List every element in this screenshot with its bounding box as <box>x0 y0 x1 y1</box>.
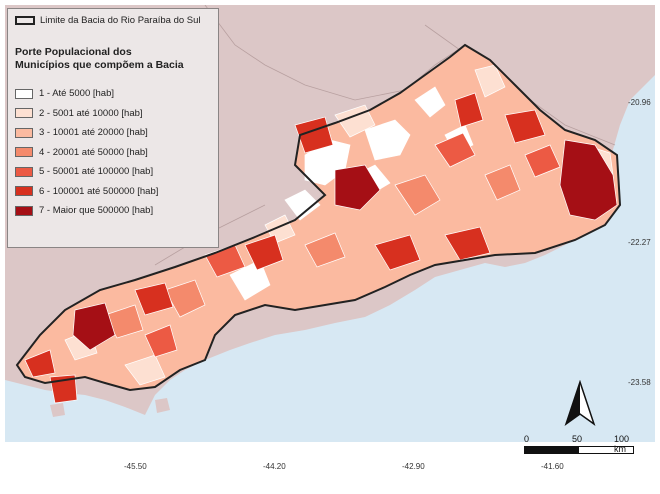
municipality <box>524 144 561 178</box>
scale-segment-light <box>579 447 633 453</box>
map-canvas <box>5 5 655 442</box>
municipality <box>134 282 174 316</box>
latitude-label: -20.96 <box>628 98 651 107</box>
municipality <box>304 232 346 268</box>
longitude-label: -45.50 <box>124 462 147 471</box>
municipality <box>484 164 521 201</box>
scale-labels: 0 50 100 km <box>524 434 634 454</box>
legend-title-line1: Porte Populacional dos <box>15 46 132 58</box>
municipality <box>284 189 321 221</box>
municipality <box>334 104 376 138</box>
boundary-swatch <box>15 16 35 25</box>
legend-swatch <box>15 127 33 138</box>
municipality <box>229 259 271 301</box>
municipality <box>144 324 178 358</box>
basin-boundary <box>15 43 622 392</box>
municipality <box>164 279 206 318</box>
longitude-label: -42.90 <box>402 462 425 471</box>
north-arrow-icon <box>564 380 596 426</box>
municipality <box>444 226 491 261</box>
legend-item: 2 - 5001 até 10000 [hab] <box>15 104 211 124</box>
legend: Limite da Bacia do Rio Paraíba do Sul Po… <box>7 8 219 248</box>
island <box>50 403 65 417</box>
municipality <box>124 354 166 386</box>
boundary-label: Limite da Bacia do Rio Paraíba do Sul <box>40 15 201 26</box>
legend-item: 5 - 50001 até 100000 [hab] <box>15 162 211 182</box>
island <box>155 398 170 413</box>
legend-title: Porte Populacional dos Municípios que co… <box>15 46 211 72</box>
legend-item: 3 - 10001 até 20000 [hab] <box>15 123 211 143</box>
municipality <box>474 64 506 98</box>
legend-boundary-entry: Limite da Bacia do Rio Paraíba do Sul <box>15 15 211 26</box>
municipality <box>72 302 116 351</box>
municipality <box>394 174 441 216</box>
municipality <box>414 86 446 118</box>
scale-bar-segments <box>524 446 634 454</box>
scale-label-zero: 0 <box>524 434 530 444</box>
legend-swatch <box>15 88 33 99</box>
legend-swatch <box>15 108 33 119</box>
legend-item-label: 6 - 100001 até 500000 [hab] <box>39 185 159 197</box>
legend-item-label: 2 - 5001 até 10000 [hab] <box>39 107 143 119</box>
legend-item-label: 3 - 10001 até 20000 [hab] <box>39 127 148 139</box>
municipality <box>504 109 546 144</box>
legend-item-label: 1 - Até 5000 [hab] <box>39 88 115 100</box>
legend-swatch <box>15 186 33 197</box>
municipality <box>364 119 411 161</box>
legend-items: 1 - Até 5000 [hab] 2 - 5001 até 10000 [h… <box>15 84 211 221</box>
legend-item-label: 4 - 20001 até 50000 [hab] <box>39 146 148 158</box>
municipality <box>374 234 421 271</box>
legend-title-line2: Municípios que compõem a Bacia <box>15 59 184 71</box>
municipality <box>454 92 484 128</box>
legend-item: 6 - 100001 até 500000 [hab] <box>15 182 211 202</box>
scale-label-end: 100 km <box>614 434 630 454</box>
municipality <box>244 234 284 271</box>
municipality <box>434 132 476 168</box>
legend-item: 7 - Maior que 500000 [hab] <box>15 201 211 221</box>
legend-swatch <box>15 205 33 216</box>
scale-label-mid: 50 <box>572 434 583 444</box>
latitude-label: -23.58 <box>628 378 651 387</box>
municipality <box>559 139 618 221</box>
legend-item-label: 5 - 50001 até 100000 [hab] <box>39 166 154 178</box>
municipality <box>24 349 56 378</box>
legend-swatch <box>15 147 33 158</box>
legend-item: 1 - Até 5000 [hab] <box>15 84 211 104</box>
legend-item-label: 7 - Maior que 500000 [hab] <box>39 205 154 217</box>
longitude-label: -41.60 <box>541 462 564 471</box>
latitude-label: -22.27 <box>628 238 651 247</box>
scale-bar: 0 50 100 km <box>524 434 634 454</box>
scale-segment-dark <box>525 447 579 453</box>
municipality <box>334 164 381 211</box>
municipalities <box>24 64 618 404</box>
legend-swatch <box>15 166 33 177</box>
longitude-label: -44.20 <box>263 462 286 471</box>
legend-item: 4 - 20001 até 50000 [hab] <box>15 143 211 163</box>
